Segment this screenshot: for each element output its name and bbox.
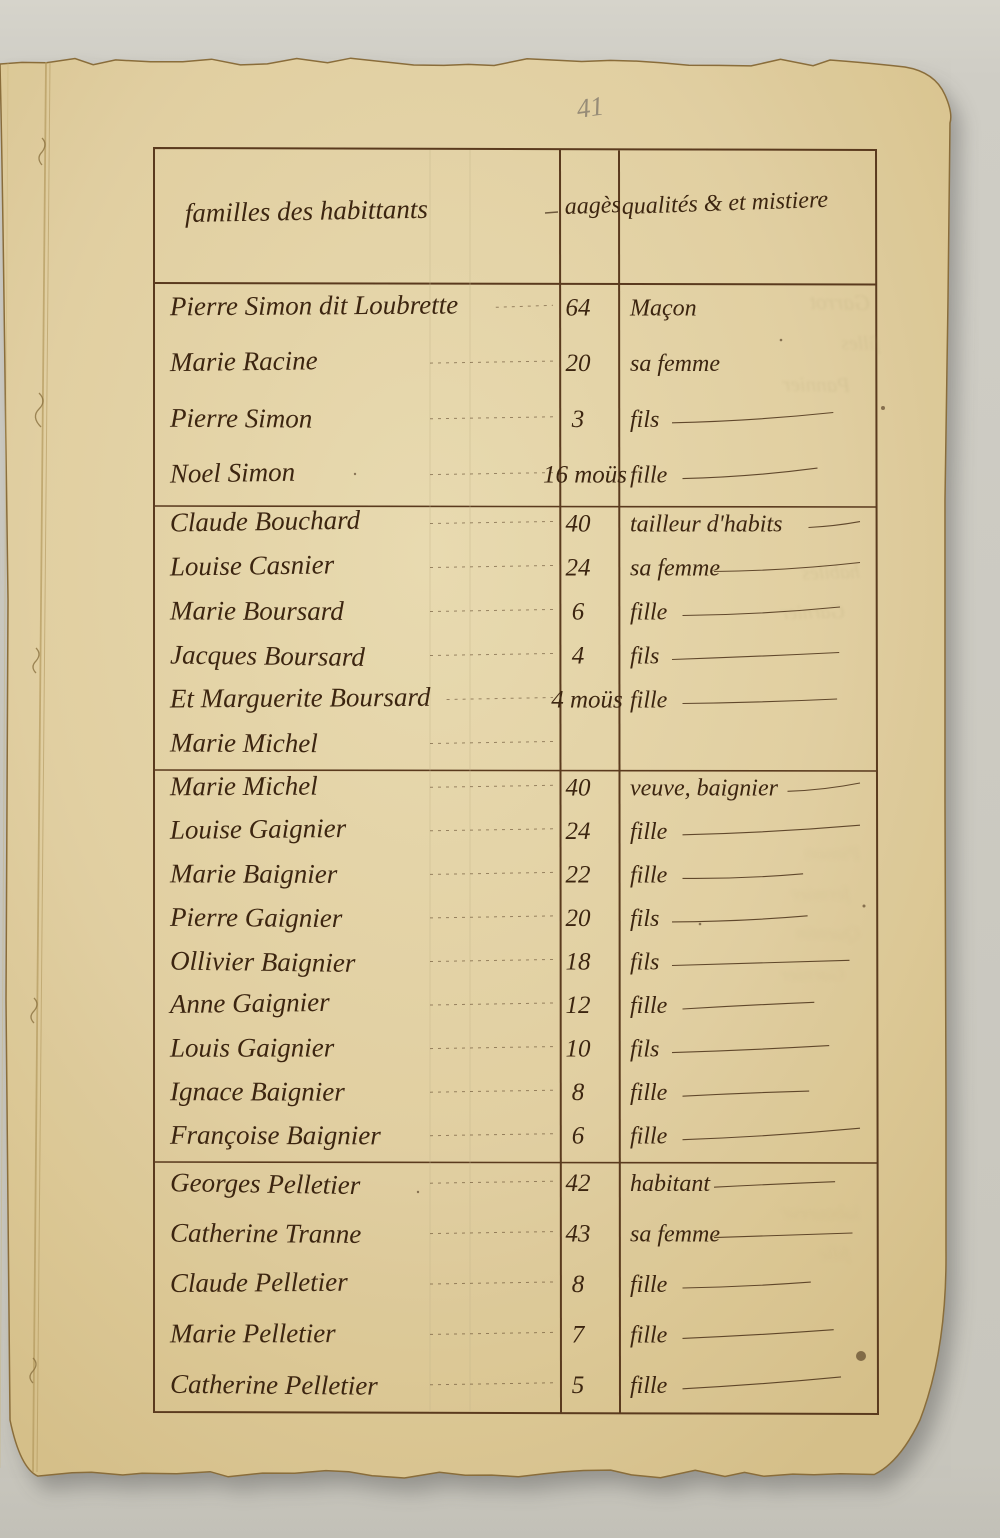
svg-text:fille: fille [819,1243,850,1265]
svg-text:sa femme: sa femme [630,351,720,377]
svg-text:Ollivier Baignier: Ollivier Baignier [170,946,356,978]
svg-text:3: 3 [571,406,585,433]
svg-text:41: 41 [575,90,606,123]
svg-text:Pannier: Pannier [781,372,851,397]
svg-text:fils: fils [630,950,659,976]
svg-text:7: 7 [572,1321,586,1348]
svg-text:22: 22 [566,861,591,888]
svg-text:Marie Boursard: Marie Boursard [169,595,344,625]
svg-text:40: 40 [566,774,592,801]
svg-text:Marie Michel: Marie Michel [169,771,318,802]
svg-text:Pierre Gaignier: Pierre Gaignier [169,902,343,933]
svg-text:Georges Pelletier: Georges Pelletier [170,1167,361,1200]
svg-text:fille: fille [630,862,668,888]
svg-text:fille: fille [630,463,668,489]
svg-text:Anne Gaignier: Anne Gaignier [168,987,331,1019]
svg-text:Et Marguerite Boursard: Et Marguerite Boursard [169,682,431,714]
svg-text:fille: fille [630,600,668,626]
svg-text:habitant: habitant [630,1171,711,1197]
svg-text:Françoise Baignier: Françoise Baignier [169,1120,381,1151]
svg-text:8: 8 [572,1271,585,1298]
svg-text:20: 20 [566,905,592,932]
svg-text:Marie Racine: Marie Racine [169,345,318,377]
svg-text:fermier: fermier [791,883,850,906]
svg-text:Jacques Boursard: Jacques Boursard [170,640,366,672]
svg-text:4 moüs: 4 moüs [551,687,623,714]
svg-text:40: 40 [566,511,592,538]
svg-text:Garnier: Garnier [780,963,845,986]
svg-text:Pinson: Pinson [804,842,861,865]
svg-text:fille: fille [630,688,668,714]
svg-text:familles des habittants: familles des habittants [185,194,428,228]
svg-text:18: 18 [566,949,592,976]
svg-text:fils: fils [630,644,659,670]
svg-text:Marie Pelletier: Marie Pelletier [169,1318,336,1348]
svg-text:fille: fille [630,1080,668,1106]
svg-text:20: 20 [566,350,592,377]
svg-text:6: 6 [572,599,585,626]
svg-text:Marie Michel: Marie Michel [169,727,318,758]
svg-text:fille: fille [630,993,668,1019]
svg-text:Catherine Tranne: Catherine Tranne [170,1218,361,1249]
svg-text:5: 5 [572,1372,585,1399]
svg-text:16 moüs: 16 moüs [543,462,627,489]
svg-text:sa femme: sa femme [630,1222,720,1248]
svg-text:habiles: habiles [802,561,861,585]
svg-text:4: 4 [572,643,585,670]
svg-text:24: 24 [566,555,591,582]
svg-text:filles: filles [841,332,880,355]
svg-text:Garrot: Garrot [809,289,871,315]
svg-text:64: 64 [566,294,591,321]
svg-text:Louise Casnier: Louise Casnier [169,549,335,581]
svg-text:12: 12 [566,992,591,1019]
svg-text:fils: fils [630,407,659,433]
svg-text:fille: fille [630,1272,668,1298]
svg-text:laboureur: laboureur [780,1202,860,1225]
svg-text:Pierre Simon: Pierre Simon [169,403,312,434]
svg-text:Claude Pelletier: Claude Pelletier [170,1267,348,1298]
svg-text:6: 6 [572,1123,585,1150]
svg-text:Louise Gaignier: Louise Gaignier [169,813,347,845]
svg-text:Catherine Pelletier: Catherine Pelletier [170,1369,378,1401]
svg-text:veuve, baignier: veuve, baignier [630,775,779,801]
svg-text:Garnier: Garnier [780,601,845,624]
svg-text:aagès: aagès [564,192,621,220]
svg-text:10: 10 [566,1036,592,1063]
svg-text:Ignace Baignier: Ignace Baignier [169,1076,345,1106]
svg-text:fils: fils [630,1037,659,1063]
svg-text:Noel Simon: Noel Simon [169,457,296,489]
svg-text:42: 42 [566,1170,591,1197]
svg-text:Claude Bouchard: Claude Bouchard [170,505,361,538]
svg-text:Marie Baignier: Marie Baignier [169,858,338,889]
svg-text:43: 43 [566,1221,591,1248]
svg-text:fille: fille [630,1124,668,1150]
svg-text:fille: fille [630,1373,668,1399]
svg-text:8: 8 [572,1079,585,1106]
svg-text:fille: fille [630,1322,668,1348]
svg-text:Pierre Simon dit Loubrette: Pierre Simon dit Loubrette [169,290,458,322]
svg-text:Louis Gaignier: Louis Gaignier [169,1033,335,1063]
svg-text:fils: fils [630,906,659,932]
svg-text:Maçon: Maçon [629,295,697,321]
svg-text:24: 24 [566,818,591,845]
svg-text:Quentin: Quentin [795,922,860,945]
svg-text:sa femme: sa femme [630,556,720,582]
svg-text:fille: fille [630,819,668,845]
svg-text:tailleur d'habits: tailleur d'habits [630,512,782,538]
